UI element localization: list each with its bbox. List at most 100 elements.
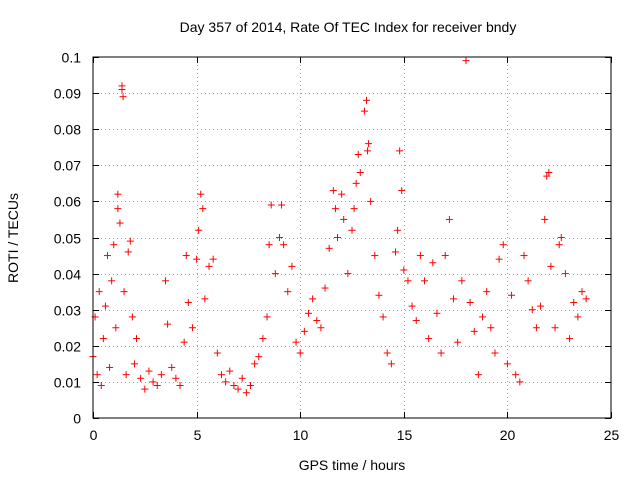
data-point xyxy=(126,237,134,245)
y-tick-label: 0.08 xyxy=(54,122,81,138)
data-point xyxy=(344,270,352,278)
y-tick-label: 0.09 xyxy=(54,86,81,102)
data-point xyxy=(180,338,188,346)
y-tick-label: 0.01 xyxy=(54,375,81,391)
data-point xyxy=(95,288,103,296)
y-tick-label: 0.02 xyxy=(54,339,81,355)
data-point xyxy=(329,187,337,195)
data-point xyxy=(122,371,130,379)
data-point xyxy=(383,349,391,357)
data-point xyxy=(265,241,273,249)
data-point xyxy=(437,349,445,357)
data-point xyxy=(162,277,170,285)
y-tick-label: 0.04 xyxy=(54,267,81,283)
data-point xyxy=(188,324,196,332)
data-point xyxy=(251,360,259,368)
data-point xyxy=(364,147,372,155)
data-point xyxy=(570,298,578,306)
data-point xyxy=(574,313,582,321)
data-point xyxy=(157,371,165,379)
data-point xyxy=(304,309,312,317)
data-point xyxy=(213,349,221,357)
data-point xyxy=(541,215,549,223)
data-point xyxy=(271,270,279,278)
data-point xyxy=(195,226,203,234)
data-point xyxy=(503,360,511,368)
data-point xyxy=(528,306,536,314)
data-point xyxy=(309,295,317,303)
data-point xyxy=(238,374,246,382)
data-point xyxy=(119,93,127,101)
chart-title: Day 357 of 2014, Rate Of TEC Index for r… xyxy=(180,19,517,35)
data-point xyxy=(259,335,267,343)
data-point xyxy=(387,360,395,368)
data-point xyxy=(172,374,180,382)
data-point xyxy=(217,371,225,379)
data-point xyxy=(551,324,559,332)
data-point xyxy=(532,324,540,332)
data-point xyxy=(300,327,308,335)
data-point xyxy=(275,234,283,241)
data-point xyxy=(133,335,141,343)
data-point xyxy=(348,226,356,234)
y-tick-label: 0.05 xyxy=(54,231,81,247)
data-point xyxy=(466,298,474,306)
data-point xyxy=(561,270,569,278)
data-point xyxy=(153,382,161,390)
data-point xyxy=(508,291,516,299)
data-point xyxy=(209,255,217,263)
data-point xyxy=(392,248,400,256)
data-point xyxy=(429,259,437,267)
data-point xyxy=(566,335,574,343)
data-point xyxy=(280,241,288,249)
data-point xyxy=(425,335,433,343)
data-point xyxy=(292,338,300,346)
data-point xyxy=(288,262,296,270)
data-point xyxy=(555,241,563,249)
data-point xyxy=(164,320,172,328)
data-point xyxy=(474,371,482,379)
data-point xyxy=(356,169,364,177)
data-point xyxy=(404,277,412,285)
data-point xyxy=(371,252,379,260)
data-point xyxy=(267,201,275,209)
data-point xyxy=(222,378,230,386)
data-point xyxy=(441,252,449,260)
data-point xyxy=(230,382,238,390)
data-point xyxy=(168,363,176,371)
data-point xyxy=(445,215,453,223)
data-point xyxy=(296,349,304,357)
data-point xyxy=(199,205,207,213)
x-tick-label: 5 xyxy=(194,427,202,443)
data-point xyxy=(99,335,107,343)
data-point xyxy=(176,382,184,390)
data-point xyxy=(182,252,190,260)
data-point xyxy=(278,201,286,209)
data-point xyxy=(421,277,429,285)
data-point xyxy=(145,367,153,375)
data-point xyxy=(114,205,122,213)
data-point xyxy=(226,367,234,375)
data-point xyxy=(547,262,555,270)
data-point xyxy=(263,313,271,321)
data-point xyxy=(458,277,466,285)
data-point xyxy=(101,302,109,310)
data-point xyxy=(137,374,145,382)
data-point xyxy=(543,172,551,180)
data-point xyxy=(141,385,149,393)
data-point xyxy=(398,187,406,195)
data-point xyxy=(545,169,553,177)
data-point xyxy=(470,327,478,335)
data-point xyxy=(537,302,545,310)
data-point xyxy=(112,324,120,332)
y-tick-label: 0.1 xyxy=(62,50,82,66)
data-point xyxy=(331,205,339,213)
data-point xyxy=(433,309,441,317)
y-tick-label: 0.03 xyxy=(54,303,81,319)
data-point xyxy=(379,313,387,321)
x-tick-label: 15 xyxy=(397,427,413,443)
plot-frame xyxy=(92,56,612,419)
x-tick-label: 20 xyxy=(500,427,516,443)
data-point xyxy=(454,338,462,346)
